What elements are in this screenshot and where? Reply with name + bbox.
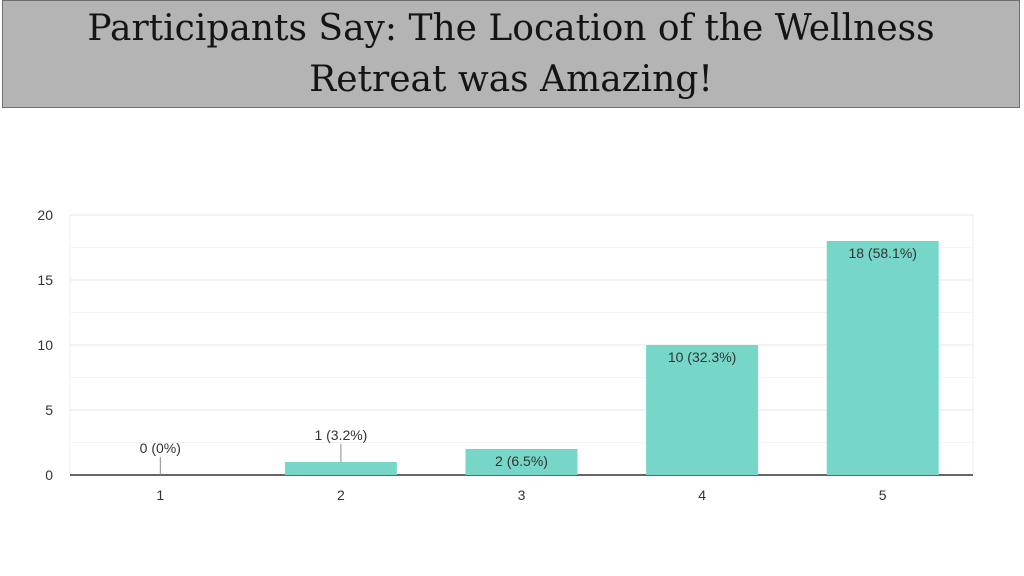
bar bbox=[646, 345, 759, 475]
chart-container: 0 5 10 15 20 0 (0%) 1 1 (3.2%) 2 2 (6.5%) 3 10 (32.… bbox=[0, 190, 1024, 520]
data-label: 2 (6.5%) bbox=[495, 453, 548, 469]
y-tick-label: 5 bbox=[45, 402, 53, 418]
x-tick-label: 1 bbox=[156, 487, 164, 503]
bar bbox=[826, 241, 939, 475]
y-tick-label: 20 bbox=[37, 207, 53, 223]
bar-chart: 0 5 10 15 20 0 (0%) 1 1 (3.2%) 2 2 (6.5%) 3 10 (32.… bbox=[37, 207, 974, 503]
x-tick-label: 2 bbox=[337, 487, 345, 503]
bar bbox=[284, 462, 397, 475]
data-label: 0 (0%) bbox=[140, 440, 181, 456]
bar bbox=[465, 449, 578, 475]
x-tick-label: 5 bbox=[879, 487, 887, 503]
data-label: 10 (32.3%) bbox=[668, 349, 736, 365]
slide-title: Participants Say: The Location of the We… bbox=[87, 8, 935, 100]
x-tick-label: 3 bbox=[518, 487, 526, 503]
y-tick-label: 10 bbox=[37, 337, 53, 353]
data-label: 1 (3.2%) bbox=[314, 427, 367, 443]
title-banner: Participants Say: The Location of the We… bbox=[2, 0, 1020, 108]
y-tick-label: 15 bbox=[37, 272, 53, 288]
y-tick-label: 0 bbox=[45, 467, 53, 483]
x-tick-label: 4 bbox=[698, 487, 706, 503]
data-label: 18 (58.1%) bbox=[848, 245, 916, 261]
